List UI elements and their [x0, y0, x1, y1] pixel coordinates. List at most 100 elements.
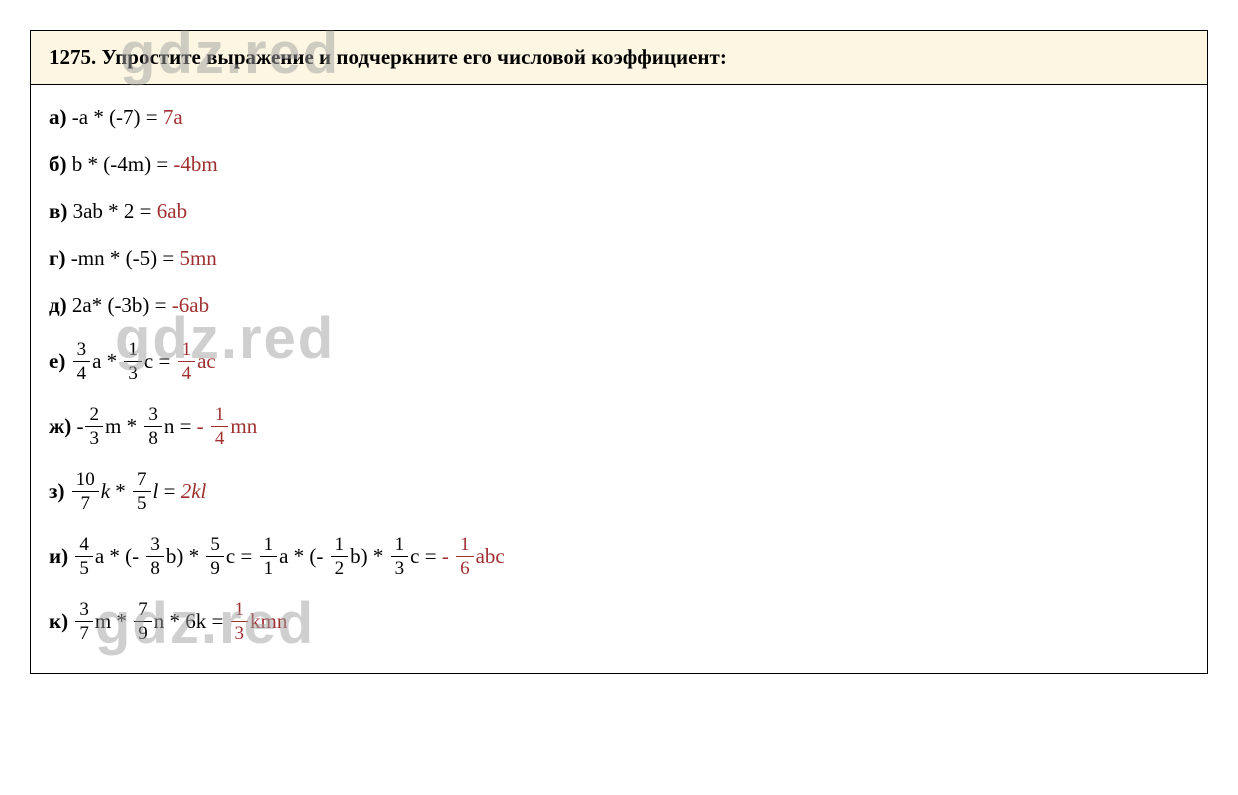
expr-part: c =	[410, 544, 442, 569]
answer: -4bm	[173, 152, 217, 177]
answer: 6ab	[157, 199, 187, 224]
answer: kmn	[250, 609, 287, 634]
denominator: 1	[260, 557, 278, 578]
space	[64, 479, 69, 504]
expr-part: m *	[105, 414, 142, 439]
expression: 2a* (-3b) =	[67, 293, 172, 318]
line-a: а) -a * (-7) = 7a	[49, 105, 1189, 130]
line-i: и) 4 5 a * (- 3 8 b) * 5 9 c = 1 1 a * (…	[49, 535, 1189, 578]
numerator: 5	[206, 535, 224, 557]
denominator: 5	[75, 557, 93, 578]
expr-part: b) *	[166, 544, 205, 569]
fraction: 4 5	[75, 535, 93, 578]
label: к)	[49, 609, 68, 634]
neg: -	[71, 414, 83, 439]
denominator: 6	[456, 557, 474, 578]
denominator: 8	[144, 427, 162, 448]
fraction-answer: 1 3	[231, 600, 249, 643]
fraction: 1 3	[124, 340, 142, 383]
denominator: 7	[75, 622, 93, 643]
expression: -mn * (-5) =	[66, 246, 180, 271]
fraction: 1 3	[391, 535, 409, 578]
fraction: 3 8	[146, 535, 164, 578]
problem-body: а) -a * (-7) = 7a б) b * (-4m) = -4bm в)…	[31, 85, 1207, 673]
fraction: 1 2	[331, 535, 349, 578]
numerator: 1	[211, 405, 229, 427]
numerator: 3	[144, 405, 162, 427]
expr-part: m *	[95, 609, 132, 634]
answer: 7a	[163, 105, 183, 130]
expression: 3ab * 2 =	[67, 199, 156, 224]
numerator: 2	[85, 405, 103, 427]
fraction-answer: 1 6	[456, 535, 474, 578]
numerator: 1	[124, 340, 142, 362]
numerator: 1	[391, 535, 409, 557]
fraction: 3 7	[75, 600, 93, 643]
numerator: 1	[331, 535, 349, 557]
answer: abc	[476, 544, 505, 569]
space	[65, 349, 70, 374]
numerator: 7	[133, 470, 151, 492]
numerator: 3	[146, 535, 164, 557]
label: д)	[49, 293, 67, 318]
numerator: 1	[178, 340, 196, 362]
numerator: 1	[456, 535, 474, 557]
problem-container: 1275. Упростите выражение и подчеркните …	[30, 30, 1208, 674]
numerator: 1	[231, 600, 249, 622]
fraction: 1 1	[260, 535, 278, 578]
fraction: 7 9	[134, 600, 152, 643]
denominator: 4	[211, 427, 229, 448]
numerator: 1	[260, 535, 278, 557]
label: е)	[49, 349, 65, 374]
expr-part: n =	[164, 414, 197, 439]
expr-part: c =	[226, 544, 258, 569]
denominator: 3	[231, 622, 249, 643]
neg-answer: -	[197, 414, 209, 439]
var: k	[101, 479, 110, 504]
numerator: 7	[134, 600, 152, 622]
denominator: 8	[146, 557, 164, 578]
numerator: 4	[75, 535, 93, 557]
label: в)	[49, 199, 67, 224]
answer: 5mn	[179, 246, 216, 271]
fraction: 7 5	[133, 470, 151, 513]
space	[68, 544, 73, 569]
denominator: 4	[178, 362, 196, 383]
numerator: 10	[72, 470, 99, 492]
numerator: 3	[75, 600, 93, 622]
line-e: е) 3 4 a * 1 3 c = 1 4 ac	[49, 340, 1189, 383]
expression: b * (-4m) =	[67, 152, 174, 177]
line-k: к) 3 7 m * 7 9 n * 6k = 1 3 kmn	[49, 600, 1189, 643]
problem-title: 1275. Упростите выражение и подчеркните …	[49, 45, 727, 69]
label: а)	[49, 105, 67, 130]
expr-part: =	[158, 479, 180, 504]
line-v: в) 3ab * 2 = 6ab	[49, 199, 1189, 224]
label: з)	[49, 479, 64, 504]
denominator: 3	[391, 557, 409, 578]
label: б)	[49, 152, 67, 177]
fraction: 3 8	[144, 405, 162, 448]
fraction: 10 7	[72, 470, 99, 513]
denominator: 4	[73, 362, 91, 383]
expr-part: a * (-	[95, 544, 145, 569]
denominator: 3	[124, 362, 142, 383]
expr-part: n * 6k =	[154, 609, 229, 634]
answer: 2kl	[181, 479, 207, 504]
denominator: 3	[85, 427, 103, 448]
answer: -6ab	[172, 293, 209, 318]
expr-part: c =	[144, 349, 176, 374]
line-b: б) b * (-4m) = -4bm	[49, 152, 1189, 177]
neg-answer: -	[442, 544, 454, 569]
answer: ac	[197, 349, 216, 374]
expr-part: *	[110, 479, 131, 504]
fraction: 5 9	[206, 535, 224, 578]
numerator: 3	[73, 340, 91, 362]
answer: mn	[230, 414, 257, 439]
line-z: з) 10 7 k * 7 5 l = 2kl	[49, 470, 1189, 513]
expression: -a * (-7) =	[67, 105, 163, 130]
label: г)	[49, 246, 66, 271]
label: ж)	[49, 414, 71, 439]
fraction: 2 3	[85, 405, 103, 448]
problem-text: Упростите выражение и подчеркните его чи…	[102, 45, 727, 69]
denominator: 5	[133, 492, 151, 513]
